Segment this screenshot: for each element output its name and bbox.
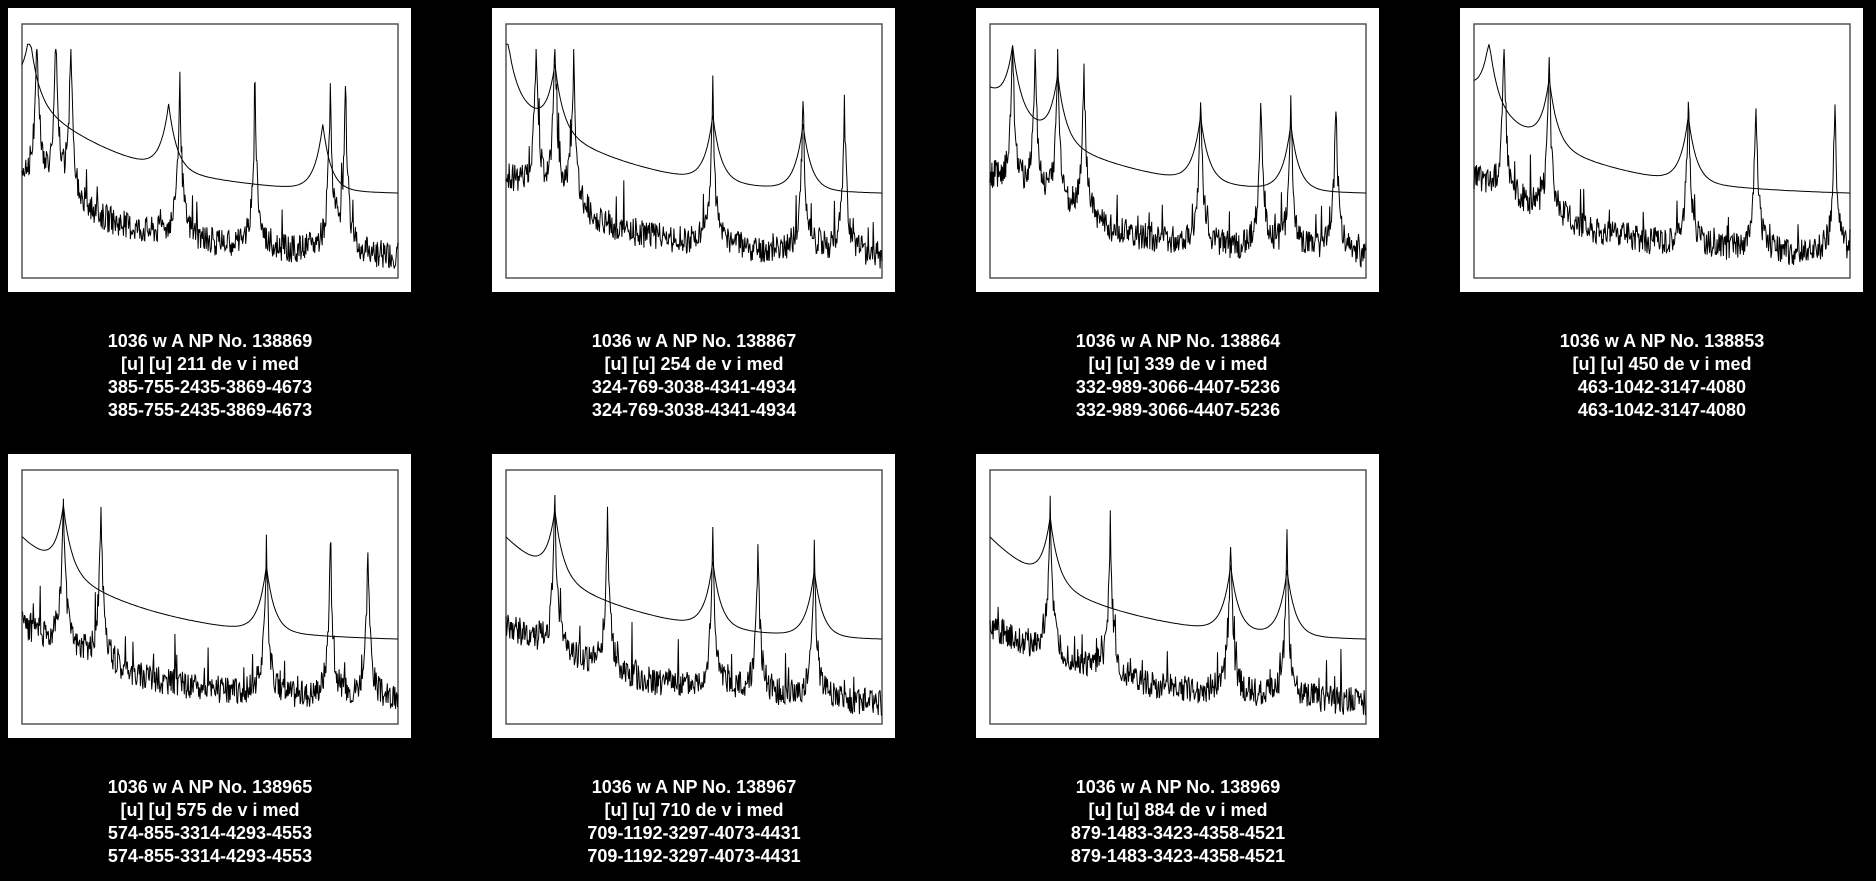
caption-subtitle: [u] [u] 575 de v i med <box>120 800 300 820</box>
spectrum-plot <box>505 23 883 279</box>
spectrum-trace <box>21 48 399 269</box>
envelope-curve <box>21 43 398 194</box>
spectrum-plot <box>989 23 1367 279</box>
caption-values: 463-1042-3147-4080 <box>1577 377 1747 397</box>
caption-values: 385-755-2435-3869-4673 <box>107 400 313 420</box>
spectrum-thumbnail[interactable] <box>976 8 1379 292</box>
caption-values: 574-855-3314-4293-4553 <box>107 846 313 866</box>
envelope-curve <box>989 45 1366 194</box>
spectrum-thumbnail[interactable] <box>8 454 411 738</box>
caption-title: 1036 w A NP No. 138969 <box>1075 777 1281 797</box>
spectrum-trace <box>989 48 1367 269</box>
caption-subtitle: [u] [u] 339 de v i med <box>1088 354 1268 374</box>
spectrum-trace <box>22 498 399 709</box>
spectrum-thumbnail[interactable] <box>492 454 895 738</box>
tile-caption: 1036 w A NP No. 138967 [u] [u] 710 de v … <box>484 776 904 868</box>
caption-title: 1036 w A NP No. 138965 <box>107 777 313 797</box>
spectrum-thumbnail[interactable] <box>1460 8 1863 292</box>
caption-values: 332-989-3066-4407-5236 <box>1075 400 1281 420</box>
tile-caption: 1036 w A NP No. 138969 [u] [u] 884 de v … <box>968 776 1388 868</box>
caption-values: 463-1042-3147-4080 <box>1577 400 1747 420</box>
caption-subtitle: [u] [u] 450 de v i med <box>1572 354 1752 374</box>
caption-values: 709-1192-3297-4073-4431 <box>587 823 801 843</box>
spectrum-plot <box>1473 23 1851 279</box>
caption-values: 385-755-2435-3869-4673 <box>107 377 313 397</box>
caption-values: 709-1192-3297-4073-4431 <box>587 846 801 866</box>
caption-subtitle: [u] [u] 884 de v i med <box>1088 800 1268 820</box>
envelope-curve <box>989 516 1366 640</box>
caption-title: 1036 w A NP No. 138869 <box>107 331 313 351</box>
spectrum-thumbnail[interactable] <box>976 454 1379 738</box>
spectrum-trace <box>1473 48 1851 266</box>
caption-subtitle: [u] [u] 211 de v i med <box>120 354 300 374</box>
caption-values: 324-769-3038-4341-4934 <box>591 400 797 420</box>
caption-title: 1036 w A NP No. 138864 <box>1075 331 1281 351</box>
caption-values: 879-1483-3423-4358-4521 <box>1070 823 1286 843</box>
tile-caption: 1036 w A NP No. 138867 [u] [u] 254 de v … <box>484 330 904 422</box>
spectrum-trace <box>505 48 883 269</box>
caption-subtitle: [u] [u] 710 de v i med <box>604 800 784 820</box>
envelope-curve <box>506 43 882 194</box>
tile-caption: 1036 w A NP No. 138853 [u] [u] 450 de v … <box>1452 330 1872 422</box>
plot-frame <box>21 469 399 725</box>
envelope-curve <box>505 510 882 640</box>
spectrum-thumbnail[interactable] <box>8 8 411 292</box>
tile-caption: 1036 w A NP No. 138864 [u] [u] 339 de v … <box>968 330 1388 422</box>
caption-values: 332-989-3066-4407-5236 <box>1075 377 1281 397</box>
spectrum-plot <box>21 469 399 725</box>
plot-frame <box>989 23 1367 279</box>
envelope-curve <box>21 505 398 640</box>
caption-values: 879-1483-3423-4358-4521 <box>1070 846 1286 866</box>
spectrum-trace <box>505 494 883 717</box>
plot-frame <box>505 469 883 725</box>
plot-frame <box>1473 23 1851 279</box>
caption-title: 1036 w A NP No. 138967 <box>591 777 797 797</box>
spectrum-trace <box>989 495 1367 716</box>
tile-caption: 1036 w A NP No. 138965 [u] [u] 575 de v … <box>0 776 420 868</box>
caption-title: 1036 w A NP No. 138867 <box>591 331 797 351</box>
caption-values: 324-769-3038-4341-4934 <box>591 377 797 397</box>
caption-title: 1036 w A NP No. 138853 <box>1559 331 1765 351</box>
tile-caption: 1036 w A NP No. 138869 [u] [u] 211 de v … <box>0 330 420 422</box>
caption-values: 574-855-3314-4293-4553 <box>107 823 313 843</box>
caption-subtitle: [u] [u] 254 de v i med <box>604 354 784 374</box>
spectrum-plot <box>989 469 1367 725</box>
spectrum-plot <box>21 23 399 279</box>
spectrum-thumbnail[interactable] <box>492 8 895 292</box>
plot-frame <box>505 23 883 279</box>
plot-frame <box>989 469 1367 725</box>
envelope-curve <box>1473 44 1850 194</box>
spectrum-plot <box>505 469 883 725</box>
plot-frame <box>21 23 399 279</box>
